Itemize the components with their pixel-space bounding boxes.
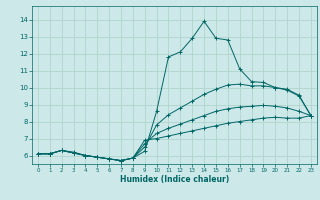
X-axis label: Humidex (Indice chaleur): Humidex (Indice chaleur) [120, 175, 229, 184]
